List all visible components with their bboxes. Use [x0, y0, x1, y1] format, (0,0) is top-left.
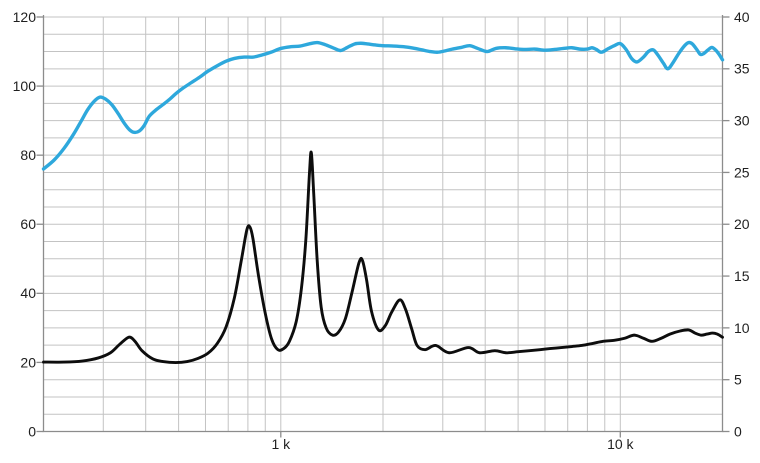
left-axis-tick-label: 60 [20, 216, 36, 232]
left-axis-tick-label: 40 [20, 285, 36, 301]
left-axis-tick-label: 80 [20, 147, 36, 163]
right-axis-tick-label: 0 [734, 423, 742, 439]
blue-curve [41, 40, 725, 171]
right-axis-tick-label: 35 [734, 61, 750, 77]
right-axis-tick-label: 10 [734, 320, 750, 336]
right-axis-tick-label: 30 [734, 113, 750, 129]
left-axis-tick-label: 100 [13, 78, 37, 94]
left-axis-tick-label: 0 [28, 423, 36, 439]
right-axis-tick-label: 15 [734, 268, 750, 284]
right-axis-tick-label: 20 [734, 216, 750, 232]
left-axis-tick-label: 120 [13, 9, 37, 25]
x-axis-tick-label: 1 k [271, 436, 291, 452]
right-axis-tick-label: 25 [734, 164, 750, 180]
x-axis-tick-label: 10 k [607, 436, 634, 452]
right-axis-tick-label: 5 [734, 372, 742, 388]
right-axis-tick-label: 40 [734, 9, 750, 25]
black-curve [42, 150, 724, 365]
left-axis-tick-label: 20 [20, 354, 36, 370]
